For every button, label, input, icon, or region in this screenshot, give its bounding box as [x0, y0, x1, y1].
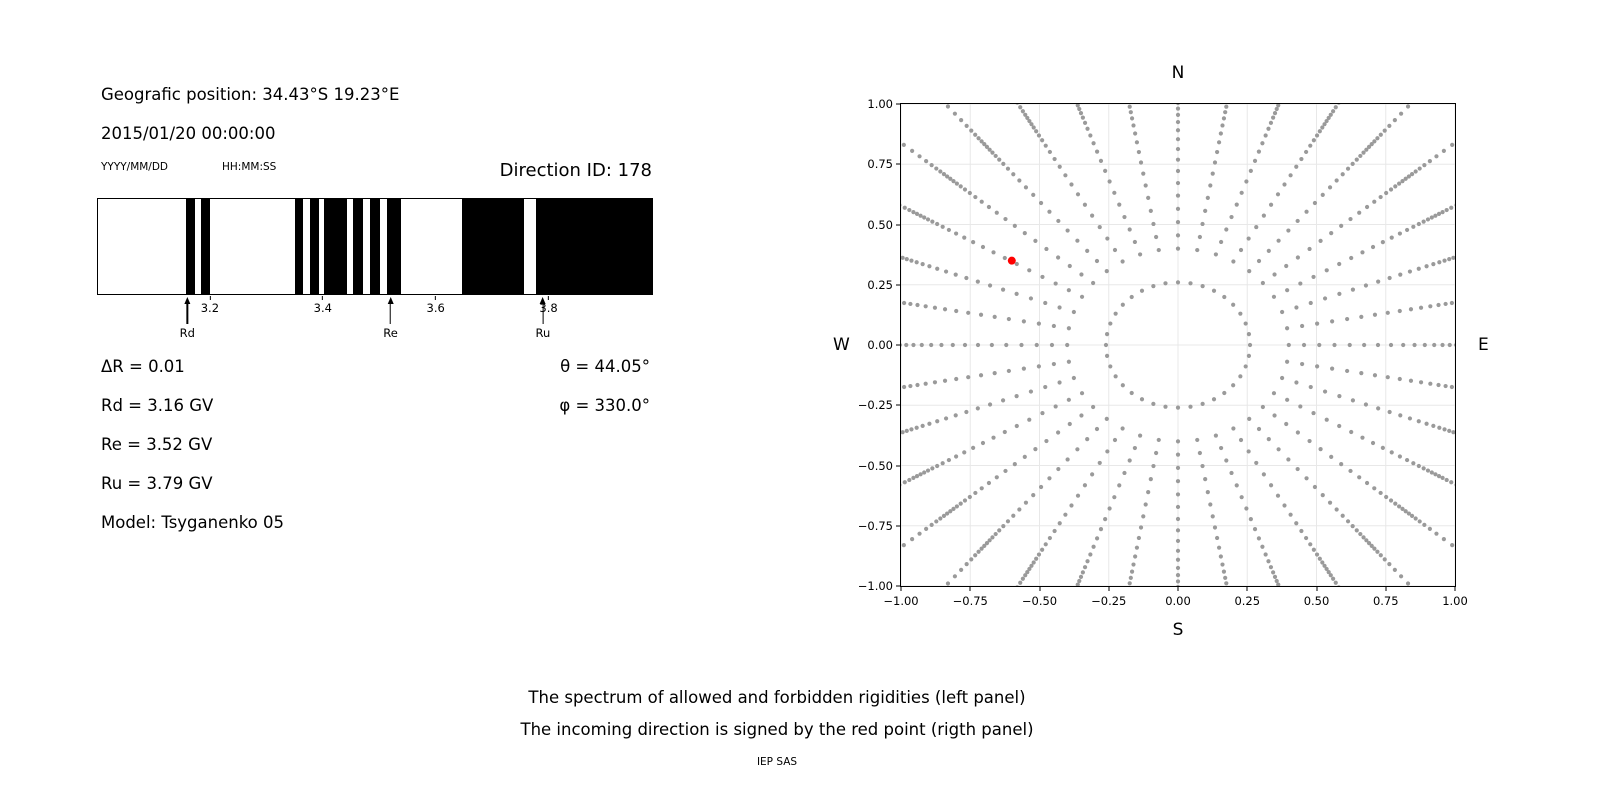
caption-line-2: The incoming direction is signed by the …	[520, 720, 1034, 739]
x-tick-mark	[1177, 587, 1179, 591]
y-tick-mark	[896, 404, 900, 406]
spectrum-tick: 3.8	[539, 296, 558, 315]
y-tick-label: −0.25	[857, 398, 893, 413]
direction-id-text: Direction ID: 178	[499, 160, 652, 181]
x-tick-label: −1.00	[883, 594, 919, 608]
tick-label: 3.8	[539, 301, 558, 315]
direction-plot-svg	[901, 104, 1455, 586]
tick-mark	[322, 296, 324, 300]
re-value-text: Re = 3.52 GV	[101, 435, 213, 454]
y-tick-label: −0.50	[857, 458, 893, 473]
x-tick-label: 0.50	[1303, 594, 1330, 608]
x-tick-mark	[900, 587, 902, 591]
y-tick-mark	[896, 103, 900, 105]
spectrum-axis-ticks: 3.2 3.4 3.6 3.8	[97, 296, 653, 316]
spectrum-tick: 3.2	[201, 296, 219, 315]
compass-north-label: N	[1171, 63, 1185, 83]
up-arrow-icon	[184, 297, 191, 304]
tick-mark	[209, 296, 211, 300]
x-tick-label: −0.75	[952, 594, 988, 608]
theta-value-text: θ = 44.05°	[560, 357, 650, 376]
forbidden-band	[352, 199, 363, 294]
x-tick-label: −0.50	[1021, 594, 1058, 608]
y-tick-label: 1.00	[867, 97, 893, 111]
forbidden-band	[386, 199, 401, 294]
forbidden-band	[324, 199, 348, 294]
x-tick-mark	[1246, 587, 1248, 591]
x-tick-mark	[969, 587, 971, 591]
x-tick-label: 0.00	[1165, 594, 1191, 608]
direction-plot: N S W E −1.00 −1.00 −0.75 −0.75 −0.50 −0.50 −0…	[833, 63, 1489, 640]
x-tick-mark	[1108, 587, 1110, 591]
compass-west-label: W	[833, 335, 850, 355]
y-tick-label: −1.00	[857, 579, 893, 593]
forbidden-band	[294, 199, 304, 294]
model-text: Model: Tsyganenko 05	[101, 513, 285, 532]
y-tick-mark	[896, 465, 900, 466]
x-tick-label: 0.25	[1234, 594, 1261, 608]
time-format-label: HH:MM:SS	[222, 161, 277, 173]
y-tick-mark	[896, 585, 900, 587]
x-tick-label: 0.75	[1372, 594, 1399, 608]
phi-value-text: φ = 330.0°	[559, 396, 650, 415]
spectrum-tick: 3.6	[427, 296, 445, 315]
y-tick-label: 0.50	[867, 217, 893, 232]
x-tick-label: 1.00	[1442, 594, 1468, 608]
tick-label: 3.2	[200, 301, 220, 315]
forbidden-band	[201, 199, 211, 294]
x-tick-mark	[1316, 587, 1317, 591]
y-tick-label: 0.00	[867, 338, 893, 352]
cutoff-marker-re: Re	[383, 297, 398, 340]
rd-value-text: Rd = 3.16 GV	[101, 396, 214, 415]
tick-label: 3.4	[313, 301, 332, 315]
caption-line-1: The spectrum of allowed and forbidden ri…	[528, 688, 1026, 707]
y-tick-label: 0.75	[867, 157, 893, 172]
arrow-line	[186, 303, 188, 324]
y-tick-mark	[896, 284, 900, 286]
ru-value-text: Ru = 3.79 GV	[101, 474, 213, 493]
x-tick-mark	[1385, 587, 1387, 591]
red-incoming-direction-point	[1007, 256, 1016, 265]
y-tick-mark	[896, 525, 900, 527]
compass-east-label: E	[1478, 335, 1489, 355]
tick-label: 3.6	[426, 301, 445, 315]
spectrum-tick: 3.4	[314, 296, 332, 315]
forbidden-band	[186, 199, 195, 294]
rigidity-spectrum-panel	[97, 198, 653, 295]
y-tick-label: −0.75	[857, 518, 893, 533]
x-tick-mark	[1454, 587, 1456, 591]
compass-south-label: S	[1172, 620, 1184, 640]
cutoff-marker-ru: Ru	[535, 297, 551, 340]
cutoff-marker-label: Re	[383, 326, 398, 340]
tick-mark	[435, 296, 437, 300]
x-tick-label: −0.25	[1091, 594, 1127, 608]
x-tick-mark	[1039, 587, 1040, 591]
y-tick-mark	[896, 163, 900, 165]
cutoff-marker-label: Rd	[179, 326, 195, 340]
arrow-line	[389, 303, 392, 324]
y-tick-label: 0.25	[867, 277, 893, 292]
forbidden-band	[310, 199, 320, 294]
y-tick-mark	[896, 344, 900, 346]
spectrum-bars	[98, 199, 652, 294]
y-tick-mark	[896, 224, 900, 225]
credit-text: IEP SAS	[756, 756, 798, 768]
up-arrow-icon	[387, 297, 394, 304]
cutoff-marker-rd: Rd	[180, 297, 195, 340]
date-format-label: YYYY/MM/DD	[101, 161, 169, 173]
datetime-text: 2015/01/20 00:00:00	[101, 124, 276, 143]
forbidden-band	[462, 199, 525, 294]
delta-r-text: ΔR = 0.01	[101, 357, 185, 376]
forbidden-band	[369, 199, 380, 294]
cutoff-marker-label: Ru	[535, 326, 551, 340]
arrow-line	[542, 303, 544, 324]
tick-mark	[548, 296, 550, 300]
up-arrow-icon	[539, 297, 546, 304]
geographic-position-text: Geografic position: 34.43°S 19.23°E	[101, 85, 400, 104]
forbidden-band	[536, 199, 652, 294]
spectrum-cutoff-markers: Rd Re Ru	[97, 297, 653, 349]
